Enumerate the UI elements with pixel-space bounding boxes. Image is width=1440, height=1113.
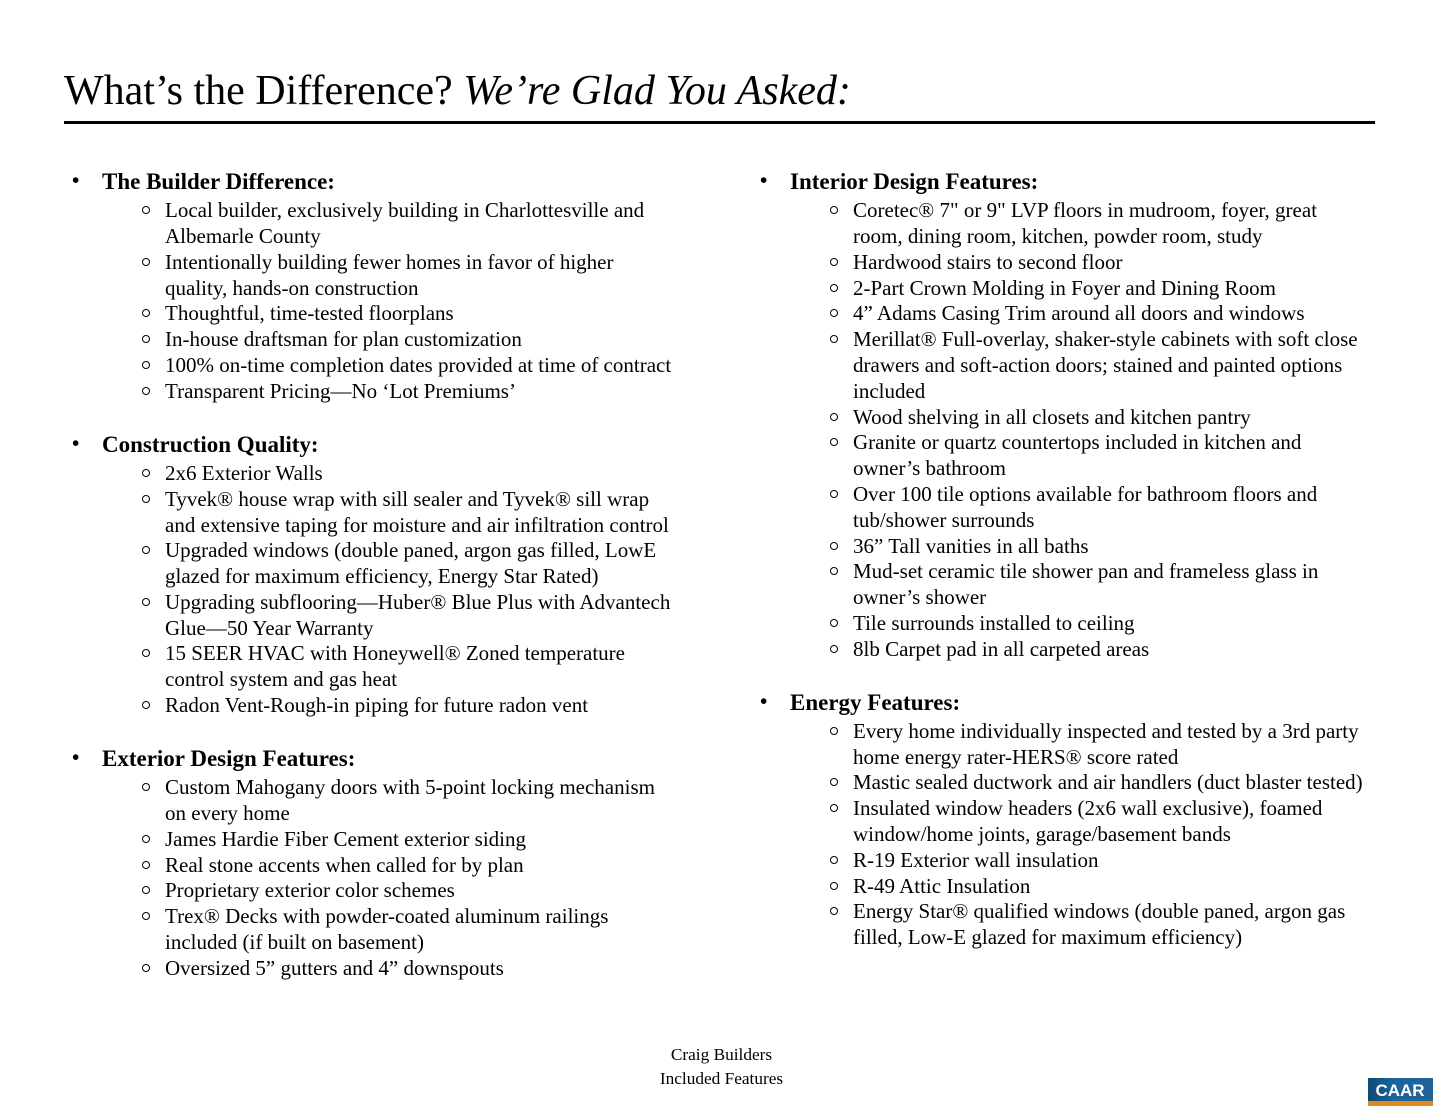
svg-text:CAAR: CAAR [1375, 1081, 1424, 1100]
